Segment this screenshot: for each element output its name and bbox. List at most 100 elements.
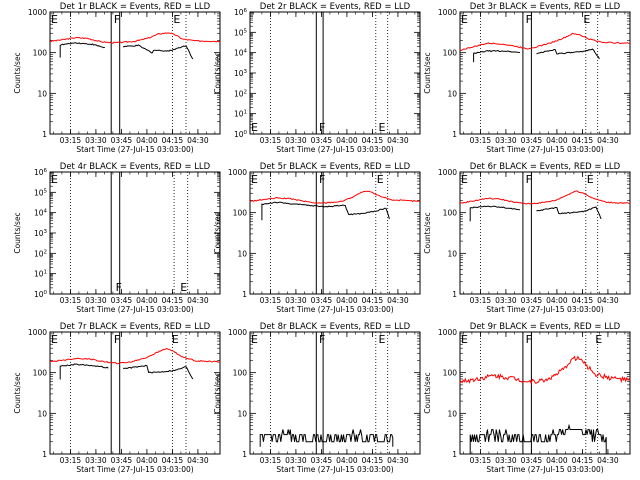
y-tick-label: 105	[34, 188, 48, 197]
x-tick-label: 04:00	[136, 136, 158, 145]
x-tick-label: 03:15	[260, 296, 282, 305]
panel-title: Det 6r BLACK = Events, RED = LLD	[470, 162, 621, 172]
y-tick-label: 100	[443, 49, 458, 58]
y-axis-label: Counts/sec	[13, 52, 22, 93]
x-tick-label: 04:15	[362, 296, 384, 305]
y-axis-label: Counts/sec	[423, 212, 432, 253]
y-tick-label: 100	[233, 369, 248, 378]
segment-marker-f: F	[116, 281, 122, 294]
x-tick-label: 03:45	[111, 296, 133, 305]
x-tick-label: 04:15	[162, 296, 184, 305]
x-tick-label: 04:30	[187, 296, 209, 305]
y-tick-label: 100	[234, 130, 248, 139]
segment-marker-e: E	[583, 13, 590, 26]
panel-det-4: Det 4r BLACK = Events, RED = LLD 100 101 10…	[13, 162, 221, 314]
x-tick-label: 03:45	[311, 456, 333, 465]
segment-marker-e: E	[379, 121, 386, 134]
x-tick-label: 03:15	[260, 136, 282, 145]
panel-title: Det 8r BLACK = Events, RED = LLD	[260, 322, 411, 332]
panel-title: Det 3r BLACK = Events, RED = LLD	[470, 2, 621, 12]
y-axis-label: Counts/sec	[423, 372, 432, 413]
segment-marker-f: F	[526, 173, 532, 186]
x-tick-label: 04:30	[597, 136, 619, 145]
segment-marker-f: F	[526, 13, 532, 26]
panel-det-2: Det 2r BLACK = Events, RED = LLD 100 101 10…	[213, 2, 421, 154]
segment-marker-e: E	[51, 13, 58, 26]
segment-marker-e: E	[251, 173, 258, 186]
y-tick-label: 1	[452, 290, 457, 299]
y-tick-label: 1000	[228, 168, 247, 177]
y-tick-label: 10	[237, 409, 247, 418]
y-tick-label: 1000	[438, 328, 457, 337]
series-lld-line	[459, 355, 631, 386]
series-lld-line	[459, 32, 631, 51]
y-tick-label: 1000	[28, 328, 47, 337]
series-events-line	[473, 49, 521, 63]
y-tick-label: 100	[233, 209, 248, 218]
x-tick-label: 03:45	[521, 136, 543, 145]
x-tick-label: 04:00	[546, 296, 568, 305]
x-tick-label: 03:45	[111, 456, 133, 465]
x-tick-label: 04:30	[387, 456, 409, 465]
series-events-line	[536, 48, 600, 60]
segment-marker-e: E	[461, 13, 468, 26]
plot-frame	[249, 171, 421, 295]
x-tick-label: 03:15	[60, 296, 82, 305]
y-tick-label: 102	[234, 89, 247, 98]
panel-det-7: Det 7r BLACK = Events, RED = LLD 1 10 100 10…	[13, 322, 221, 474]
y-axis-label: Counts/sec	[13, 212, 22, 253]
segment-marker-f: F	[319, 333, 325, 346]
y-tick-label: 10	[447, 409, 457, 418]
segment-marker-e: E	[377, 173, 384, 186]
panel-title: Det 5r BLACK = Events, RED = LLD	[260, 162, 411, 172]
x-tick-label: 04:15	[572, 136, 594, 145]
y-tick-label: 1	[242, 450, 247, 459]
panel-det-1: Det 1r BLACK = Events, RED = LLD 1 10 100 10…	[13, 2, 221, 154]
y-tick-label: 102	[34, 249, 47, 258]
panel-title: Det 4r BLACK = Events, RED = LLD	[60, 162, 211, 172]
y-tick-label: 1	[452, 450, 457, 459]
segment-marker-e: E	[595, 333, 602, 346]
x-tick-label: 03:45	[521, 296, 543, 305]
x-tick-label: 03:30	[495, 136, 517, 145]
y-axis-label: Counts/sec	[423, 52, 432, 93]
x-tick-label: 04:00	[546, 456, 568, 465]
x-tick-label: 03:15	[60, 456, 82, 465]
segment-marker-f: F	[319, 121, 325, 134]
panel-title: Det 2r BLACK = Events, RED = LLD	[260, 2, 411, 12]
segment-marker-e: E	[251, 333, 258, 346]
segment-marker-e: E	[461, 173, 468, 186]
x-tick-label: 04:00	[336, 456, 358, 465]
x-tick-label: 04:30	[597, 296, 619, 305]
x-tick-label: 04:30	[187, 456, 209, 465]
plot-frame	[49, 331, 221, 455]
x-axis-label: Start Time (27-Jul-15 03:03:00)	[486, 305, 603, 314]
y-axis-label: Counts/sec	[213, 52, 222, 93]
series-events-line	[59, 363, 109, 380]
series-lld-line	[249, 190, 421, 204]
x-tick-label: 04:30	[597, 456, 619, 465]
y-axis-label: Counts/sec	[213, 212, 222, 253]
x-tick-label: 04:15	[162, 136, 184, 145]
series-events-line	[123, 364, 194, 380]
plot-frame	[459, 171, 631, 295]
segment-marker-f: F	[319, 173, 325, 186]
y-tick-label: 10	[237, 249, 247, 258]
series-lld-line	[49, 347, 221, 365]
plot-frame	[49, 11, 221, 135]
segment-marker-e: E	[172, 333, 179, 346]
panel-det-3: Det 3r BLACK = Events, RED = LLD 1 10 100 10…	[423, 2, 631, 154]
plot-frame	[49, 171, 221, 295]
x-axis-label: Start Time (27-Jul-15 03:03:00)	[276, 465, 393, 474]
x-tick-label: 03:15	[470, 456, 492, 465]
x-tick-label: 03:45	[521, 456, 543, 465]
y-tick-label: 106	[234, 8, 248, 17]
x-axis-label: Start Time (27-Jul-15 03:03:00)	[276, 305, 393, 314]
panel-det-9: Det 9r BLACK = Events, RED = LLD 1 10 100 10…	[423, 322, 631, 474]
x-tick-label: 03:45	[311, 136, 333, 145]
y-tick-label: 100	[33, 49, 48, 58]
x-tick-label: 04:30	[187, 136, 209, 145]
x-tick-label: 03:30	[495, 296, 517, 305]
segment-marker-e: E	[51, 173, 58, 186]
x-tick-label: 03:15	[470, 296, 492, 305]
